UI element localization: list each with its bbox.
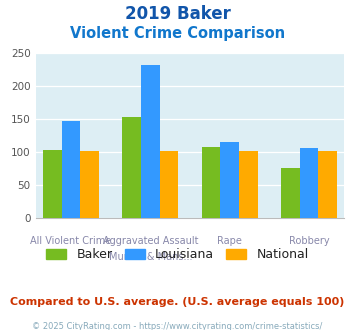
Text: Violent Crime Comparison: Violent Crime Comparison [70, 26, 285, 41]
Bar [220, 142, 239, 218]
Bar [160, 151, 178, 218]
Text: © 2025 CityRating.com - https://www.cityrating.com/crime-statistics/: © 2025 CityRating.com - https://www.city… [32, 322, 323, 330]
Text: All Violent Crime: All Violent Crime [30, 236, 111, 246]
Bar [239, 151, 258, 218]
Legend: Baker, Louisiana, National: Baker, Louisiana, National [41, 243, 314, 266]
Bar [62, 121, 80, 218]
Bar [318, 151, 337, 218]
Bar [300, 148, 318, 218]
Text: Murder & Mans...: Murder & Mans... [109, 252, 192, 262]
Bar [80, 151, 99, 218]
Text: Robbery: Robbery [289, 236, 329, 246]
Text: Compared to U.S. average. (U.S. average equals 100): Compared to U.S. average. (U.S. average … [10, 297, 345, 307]
Bar [122, 117, 141, 218]
Bar [281, 168, 300, 218]
Bar [141, 65, 160, 218]
Bar [202, 147, 220, 218]
Text: Aggravated Assault: Aggravated Assault [103, 236, 198, 246]
Text: Rape: Rape [217, 236, 242, 246]
Bar [43, 150, 62, 218]
Text: 2019 Baker: 2019 Baker [125, 5, 230, 23]
